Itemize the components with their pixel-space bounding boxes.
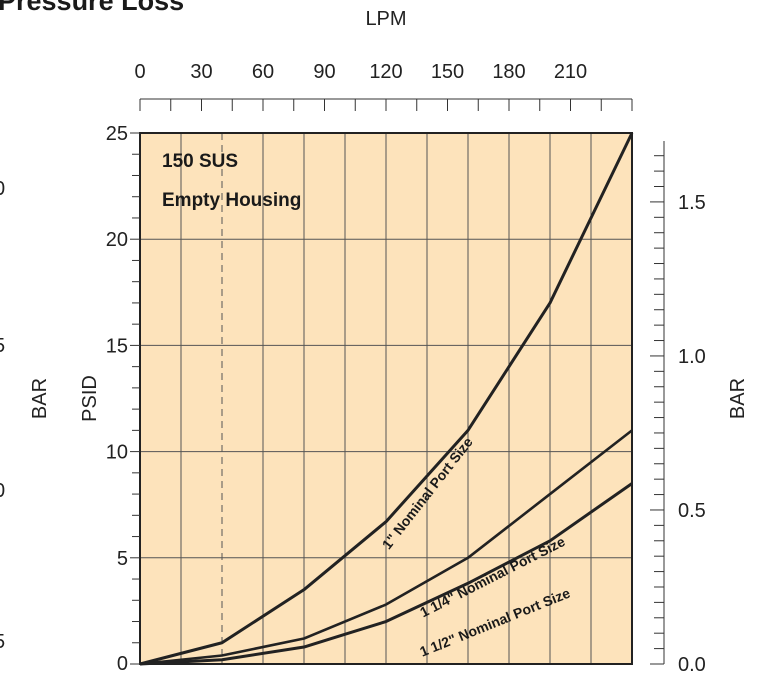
left-axis-tick-label: 20 xyxy=(106,229,128,251)
chart-title: Pressure Loss xyxy=(0,0,185,16)
top-axis-tick-label: 150 xyxy=(431,61,464,83)
left-axis-tick-label: 15 xyxy=(106,335,128,357)
top-axis-tick-label: 60 xyxy=(252,61,274,83)
top-axis-title: LPM xyxy=(365,8,406,30)
annotation-1: 150 SUS xyxy=(162,151,238,172)
top-axis-tick-label: 30 xyxy=(190,61,212,83)
top-axis-tick-label: 90 xyxy=(313,61,335,83)
annotation-2: Empty Housing xyxy=(162,190,301,211)
series-line-3 xyxy=(139,482,633,666)
right-axis-tick-label: 0.0 xyxy=(678,654,706,676)
right-axis-tick-label: 1.0 xyxy=(678,346,706,368)
outer-left-tick-fragment: 5 xyxy=(0,335,5,357)
outer-left-axis-title: BAR xyxy=(29,378,51,419)
left-axis-tick-label: 25 xyxy=(106,123,128,145)
top-axis-tick-label: 210 xyxy=(554,61,587,83)
top-axis-tick-label: 180 xyxy=(492,61,525,83)
plot-frame xyxy=(139,132,633,665)
outer-left-tick-fragment: 0 xyxy=(0,480,5,502)
outer-left-tick-fragment: 0 xyxy=(0,178,5,200)
top-axis-tick-label: 0 xyxy=(134,61,145,83)
left-axis-tick-label: 0 xyxy=(117,653,128,675)
right-axis-tick-label: 0.5 xyxy=(678,500,706,522)
left-axis-tick-label: 10 xyxy=(106,442,128,464)
top-axis-tick-label: 120 xyxy=(369,61,402,83)
series-line-2 xyxy=(139,429,633,666)
series-line-1 xyxy=(139,132,634,666)
outer-left-tick-fragment: 5 xyxy=(0,631,5,653)
right-axis-title: BAR xyxy=(727,378,749,419)
left-axis-tick-label: 5 xyxy=(117,548,128,570)
left-axis-title: PSID xyxy=(79,375,101,422)
right-axis-tick-label: 1.5 xyxy=(678,192,706,214)
